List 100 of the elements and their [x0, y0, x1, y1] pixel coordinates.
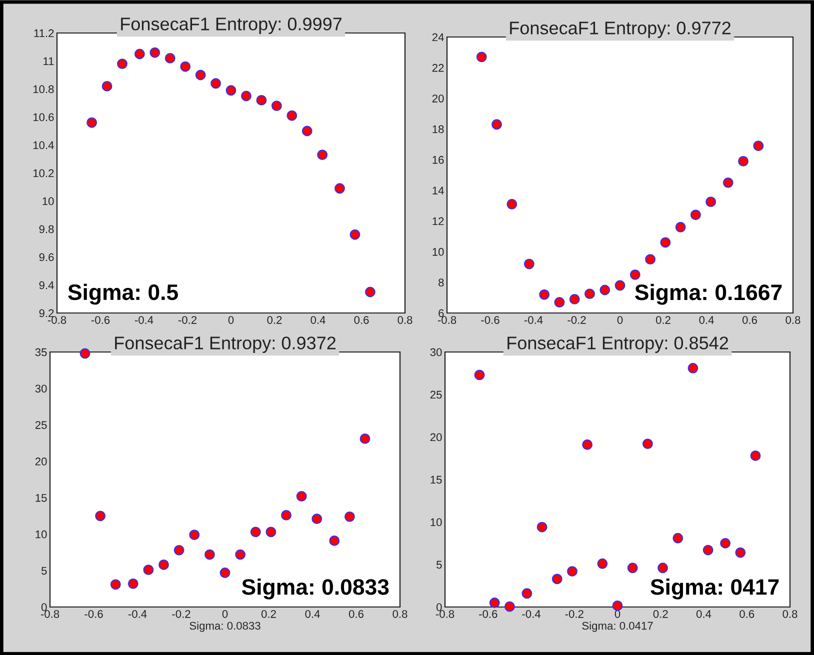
point: [474, 370, 485, 380]
point: [489, 598, 500, 608]
x-tick-label: -0.6: [84, 610, 103, 618]
point: [334, 183, 345, 194]
point: [690, 210, 701, 220]
y-tick-label: 16: [432, 156, 444, 164]
point: [612, 600, 623, 611]
x-tick-label: -0.4: [134, 316, 154, 324]
point: [524, 258, 534, 270]
x-tick-label: 0.8: [398, 316, 412, 324]
point: [567, 566, 578, 577]
x-tick-label: -0.2: [565, 610, 584, 618]
point: [128, 578, 138, 589]
point: [720, 538, 731, 548]
point: [158, 560, 169, 570]
y-tick-label: 10.2: [33, 169, 54, 178]
x-tick-label: 0: [222, 610, 228, 618]
point: [750, 450, 761, 461]
point: [317, 150, 328, 160]
point: [110, 579, 121, 590]
point: [210, 78, 221, 89]
y-tick-label: 10.4: [33, 141, 54, 150]
y-tick-label: 10: [430, 518, 442, 526]
y-tick-label: 5: [41, 566, 47, 575]
y-tick-label: 6: [438, 309, 444, 318]
point: [344, 511, 355, 522]
point: [584, 288, 595, 300]
y-tick-label: 10.8: [33, 85, 54, 94]
point: [266, 526, 276, 538]
point: [658, 562, 668, 574]
x-tick-label: -0.8: [40, 610, 60, 618]
point: [539, 289, 550, 300]
point: [95, 510, 106, 522]
point: [80, 348, 90, 359]
y-tick-label: 12: [432, 217, 444, 226]
chart-title: FonsecaF1 Entropy: 0.9372: [115, 336, 336, 353]
point: [195, 70, 206, 80]
x-tick-label: -0.8: [436, 610, 454, 618]
point: [600, 284, 610, 296]
point: [702, 544, 714, 556]
y-tick-label: 9.8: [39, 225, 54, 234]
y-tick-label: 20: [35, 458, 47, 466]
point: [189, 530, 200, 540]
y-tick-label: 35: [35, 348, 47, 356]
y-tick-label: 24: [432, 33, 444, 42]
x-tick-label: 0.8: [392, 610, 408, 618]
point: [597, 558, 608, 569]
point: [241, 90, 252, 102]
point: [350, 229, 360, 240]
point: [476, 52, 487, 62]
x-tick-label: 0.2: [653, 610, 668, 618]
y-tick-label: 18: [432, 125, 444, 134]
annotation: Sigma: 0.5: [68, 284, 178, 305]
x-tick-label: -0.8: [48, 316, 66, 324]
point: [286, 110, 298, 121]
point: [134, 48, 145, 60]
point: [117, 58, 128, 70]
y-tick-label: 0: [436, 603, 442, 612]
point: [250, 526, 261, 538]
x-tick-label: -0.2: [172, 610, 190, 618]
annotation: Sigma: 0417: [650, 578, 779, 600]
y-tick-label: 5: [436, 560, 442, 569]
x-tick-label: 0.6: [354, 316, 369, 324]
point: [492, 119, 502, 130]
x-tick-label: 0.4: [699, 316, 714, 324]
point: [86, 117, 98, 128]
y-tick-label: 20: [430, 433, 442, 442]
point: [102, 80, 112, 92]
y-tick-label: 10: [432, 248, 444, 256]
x-tick-label: -0.2: [178, 316, 197, 324]
x-tick-label: 0.4: [310, 316, 326, 324]
point: [364, 286, 376, 298]
point: [204, 549, 215, 560]
x-tick-label: 0.6: [742, 316, 757, 324]
point: [706, 196, 716, 208]
x-axis-title: Sigma: 0.0833: [190, 622, 260, 632]
point: [174, 544, 184, 556]
x-tick-label: -0.6: [479, 610, 498, 618]
x-tick-label: 0.4: [305, 610, 320, 618]
annotation: Sigma: 0.1667: [635, 284, 782, 305]
point: [281, 510, 292, 520]
point: [256, 94, 267, 106]
point: [235, 549, 246, 560]
x-tick-label: 0.6: [740, 610, 754, 618]
x-tick-label: -0.2: [568, 316, 586, 324]
point: [582, 439, 593, 450]
y-tick-label: 9.6: [39, 253, 54, 262]
x-tick-label: -0.4: [524, 316, 543, 324]
x-tick-label: -0.8: [438, 316, 456, 324]
point: [271, 100, 282, 112]
x-tick-label: 0.6: [348, 610, 364, 618]
point: [630, 269, 640, 280]
y-tick-label: 14: [432, 186, 444, 194]
y-tick-label: 22: [432, 64, 444, 72]
y-tick-label: 10: [36, 530, 47, 538]
y-tick-label: 9.4: [39, 281, 54, 290]
y-tick-label: 11.2: [34, 29, 54, 38]
point: [688, 362, 698, 374]
chart-title: FonsecaF1 Entropy: 0.8542: [508, 336, 728, 353]
x-tick-label: -0.6: [91, 316, 110, 324]
